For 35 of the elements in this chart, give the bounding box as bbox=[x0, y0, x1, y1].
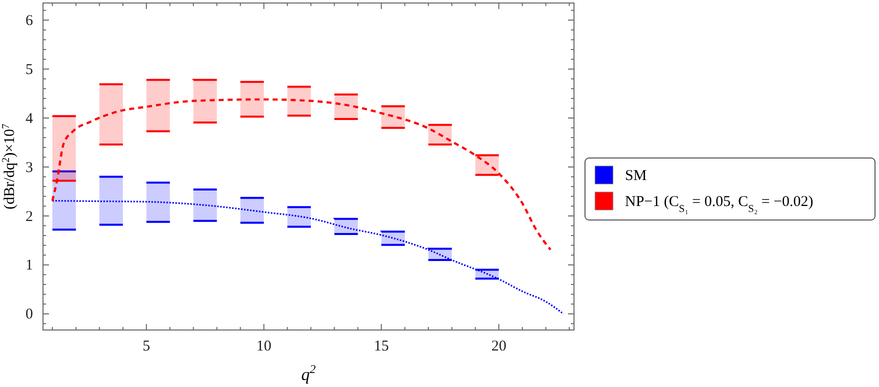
bar bbox=[286, 206, 312, 228]
bar bbox=[192, 78, 218, 124]
bar bbox=[145, 78, 171, 132]
x-axis-title: q$^{2}$ bbox=[301, 362, 316, 384]
y-tick-label: 5 bbox=[26, 62, 33, 78]
bar bbox=[239, 80, 265, 118]
line-series bbox=[52, 200, 564, 315]
x-tick-label: 5 bbox=[142, 338, 150, 355]
bar bbox=[380, 105, 406, 129]
bar bbox=[98, 83, 124, 146]
bar bbox=[51, 115, 77, 182]
bar bbox=[474, 154, 500, 176]
bar bbox=[286, 86, 312, 117]
bar bbox=[239, 196, 265, 224]
legend-label: SM bbox=[625, 168, 647, 184]
bar bbox=[380, 230, 406, 246]
y-tick-label: 1 bbox=[26, 258, 33, 274]
bar bbox=[98, 176, 124, 226]
x-tick-label: 15 bbox=[374, 338, 389, 355]
y-tick-label: 2 bbox=[26, 208, 33, 225]
bar bbox=[474, 268, 500, 280]
bar bbox=[145, 182, 171, 223]
y-tick-label: 3 bbox=[26, 160, 33, 176]
bar bbox=[333, 94, 359, 120]
bar bbox=[427, 248, 453, 261]
bar bbox=[427, 124, 453, 146]
legend-label: NP−1 (C$_{S₁}$ = 0.05, C$_{S₂}$ = −0.02) bbox=[625, 194, 814, 214]
bar bbox=[192, 188, 218, 222]
line-series bbox=[51, 98, 552, 251]
x-tick-label: 10 bbox=[256, 338, 272, 355]
y-tick-label: 0 bbox=[26, 306, 33, 323]
bar bbox=[333, 218, 359, 236]
y-tick-label: 6 bbox=[26, 12, 34, 29]
y-tick-label: 4 bbox=[26, 110, 34, 127]
x-tick-label: 20 bbox=[491, 338, 506, 355]
